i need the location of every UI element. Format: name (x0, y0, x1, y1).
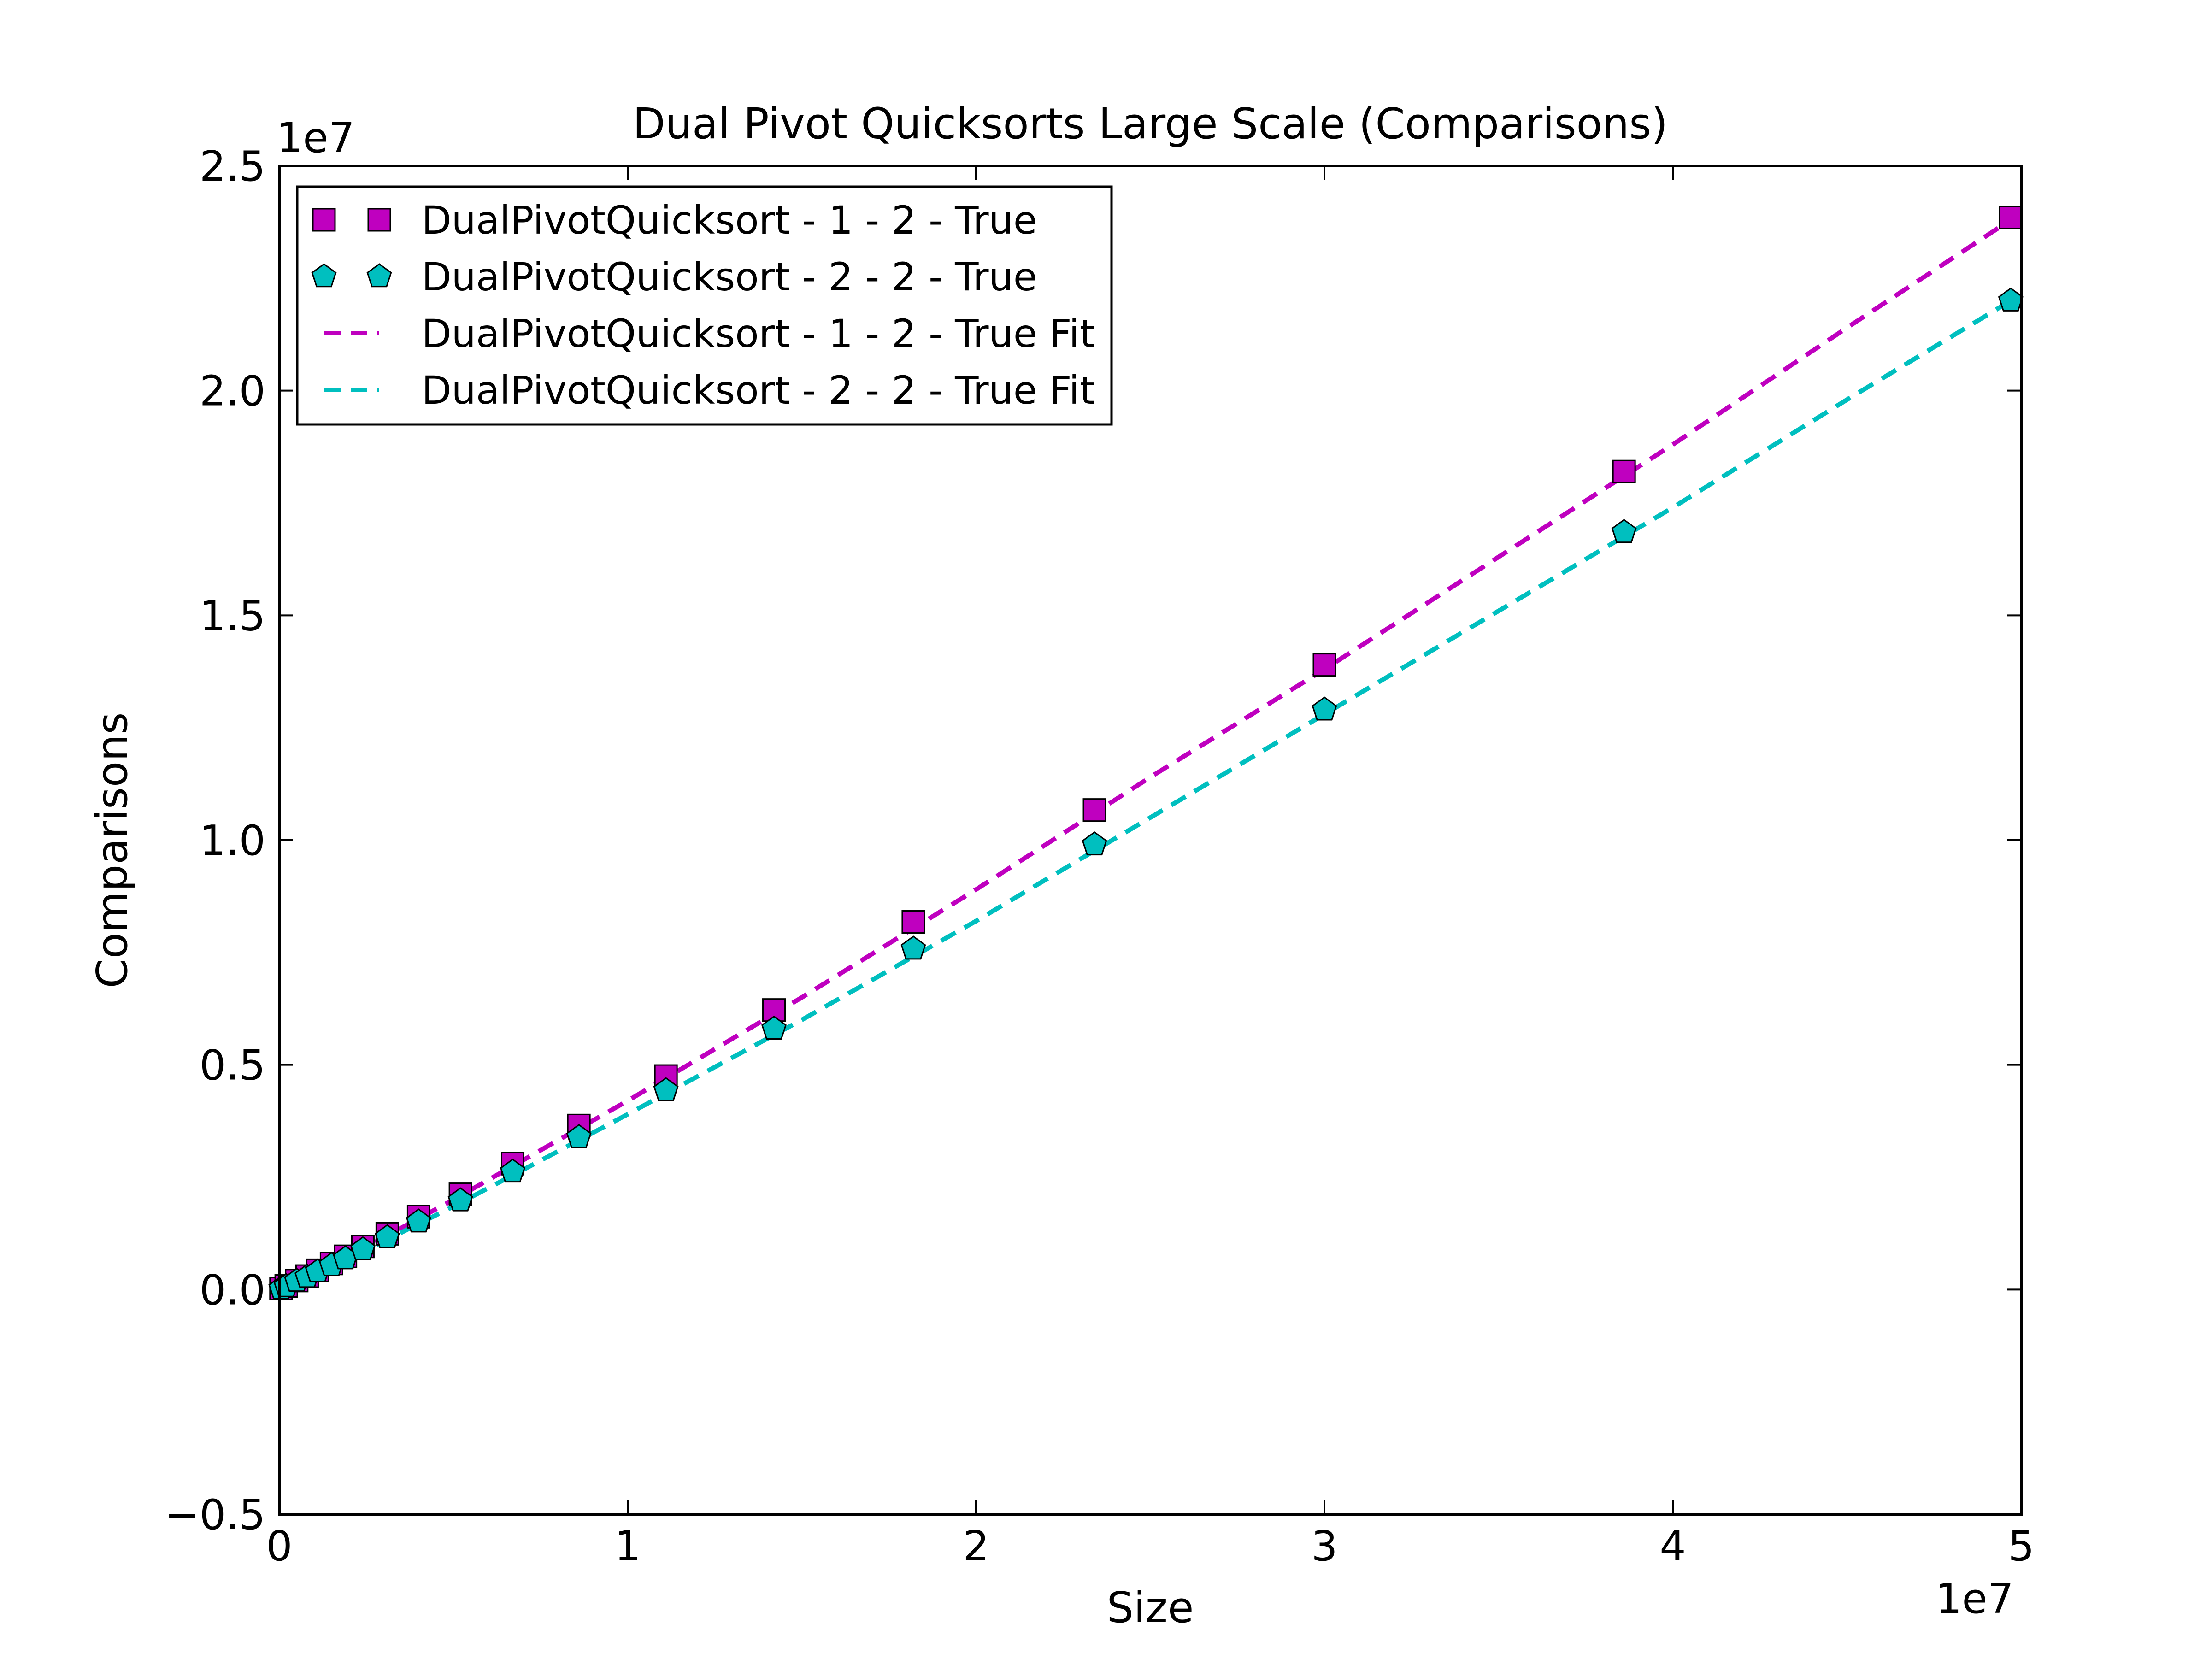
y-tick-label: 1.5 (200, 592, 265, 640)
y-axis-label: Comparisons (88, 712, 137, 988)
series-2-point (1611, 519, 1637, 543)
x-tick-label: 1 (614, 1522, 641, 1571)
y-tick-label: 0.0 (200, 1266, 265, 1314)
y-tick-label: −0.5 (165, 1491, 265, 1539)
y-tick-label: 0.5 (200, 1041, 265, 1090)
series-2-point (1312, 696, 1337, 721)
x-tick-label: 3 (1311, 1522, 1337, 1571)
chart-title: Dual Pivot Quicksorts Large Scale (Compa… (633, 99, 1668, 148)
legend-box (296, 185, 1113, 426)
series-2-point (350, 1236, 376, 1260)
legend-marker (311, 263, 337, 288)
series-1-point (1999, 206, 2023, 229)
series-1-point (1082, 798, 1106, 822)
series-2-point (1082, 831, 1107, 856)
x-offset-text: 1e7 (1936, 1575, 2014, 1623)
series-2-point (500, 1158, 525, 1183)
series-2-point (447, 1187, 473, 1212)
axis-ticks: 0 1 2 3 4 5 −0.5 0.0 0.5 1.0 1.5 2.0 2.5 (165, 142, 2034, 1571)
series-1-point (901, 910, 925, 934)
legend-marker (366, 263, 392, 288)
series-1-point (1612, 459, 1636, 483)
series-2-point (566, 1124, 592, 1148)
y-tick-label: 2.5 (200, 142, 265, 191)
series-2-point (900, 935, 926, 960)
legend-marker (312, 208, 336, 232)
y-tick-label: 1.0 (200, 817, 265, 865)
plot-frame (278, 165, 2023, 1516)
legend-label: DualPivotQuicksort - 2 - 2 - True Fit (422, 368, 1095, 413)
y-tick-label: 2.0 (200, 367, 265, 416)
x-axis-label: Size (1107, 1583, 1194, 1632)
x-tick-label: 4 (1659, 1522, 1686, 1571)
series-1-point (1312, 653, 1336, 677)
legend-label: DualPivotQuicksort - 1 - 2 - True Fit (422, 311, 1095, 356)
series-2-point (406, 1208, 431, 1233)
legend-label: DualPivotQuicksort - 1 - 2 - True (422, 198, 1037, 243)
series-2-point (761, 1015, 787, 1040)
series-2-point (374, 1224, 400, 1248)
x-tick-label: 0 (266, 1522, 292, 1571)
y-offset-text: 1e7 (276, 114, 355, 162)
legend: DualPivotQuicksort - 1 - 2 - True DualPiv… (296, 185, 1113, 426)
x-tick-label: 5 (2008, 1522, 2034, 1571)
x-tick-label: 2 (963, 1522, 989, 1571)
legend-label: DualPivotQuicksort - 2 - 2 - True (422, 254, 1037, 300)
series-2-point (653, 1077, 679, 1101)
legend-marker (367, 208, 391, 232)
